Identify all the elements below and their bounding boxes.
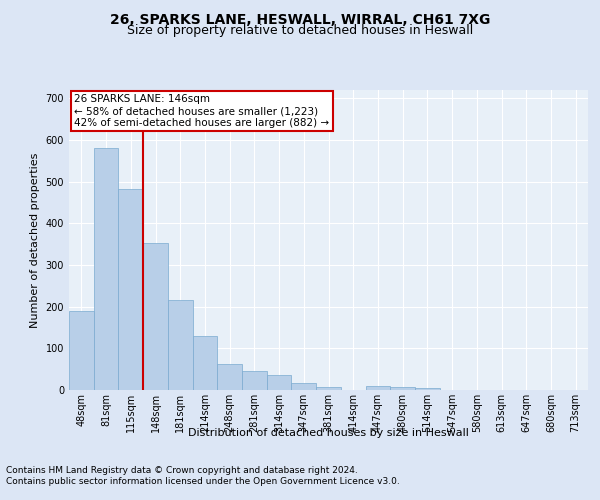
Bar bbox=[217, 364, 242, 390]
Bar bbox=[193, 336, 217, 390]
Bar bbox=[390, 386, 415, 390]
Bar bbox=[242, 371, 267, 390]
Bar bbox=[415, 388, 440, 390]
Text: Contains public sector information licensed under the Open Government Licence v3: Contains public sector information licen… bbox=[6, 478, 400, 486]
Text: Contains HM Land Registry data © Crown copyright and database right 2024.: Contains HM Land Registry data © Crown c… bbox=[6, 466, 358, 475]
Bar bbox=[118, 188, 143, 390]
Bar bbox=[292, 384, 316, 390]
Bar bbox=[365, 386, 390, 390]
Bar bbox=[143, 244, 168, 390]
Text: Distribution of detached houses by size in Heswall: Distribution of detached houses by size … bbox=[188, 428, 469, 438]
Text: Size of property relative to detached houses in Heswall: Size of property relative to detached ho… bbox=[127, 24, 473, 37]
Bar bbox=[267, 374, 292, 390]
Y-axis label: Number of detached properties: Number of detached properties bbox=[30, 152, 40, 328]
Bar bbox=[316, 386, 341, 390]
Bar bbox=[94, 148, 118, 390]
Text: 26, SPARKS LANE, HESWALL, WIRRAL, CH61 7XG: 26, SPARKS LANE, HESWALL, WIRRAL, CH61 7… bbox=[110, 12, 490, 26]
Bar bbox=[168, 300, 193, 390]
Bar bbox=[69, 311, 94, 390]
Text: 26 SPARKS LANE: 146sqm
← 58% of detached houses are smaller (1,223)
42% of semi-: 26 SPARKS LANE: 146sqm ← 58% of detached… bbox=[74, 94, 329, 128]
